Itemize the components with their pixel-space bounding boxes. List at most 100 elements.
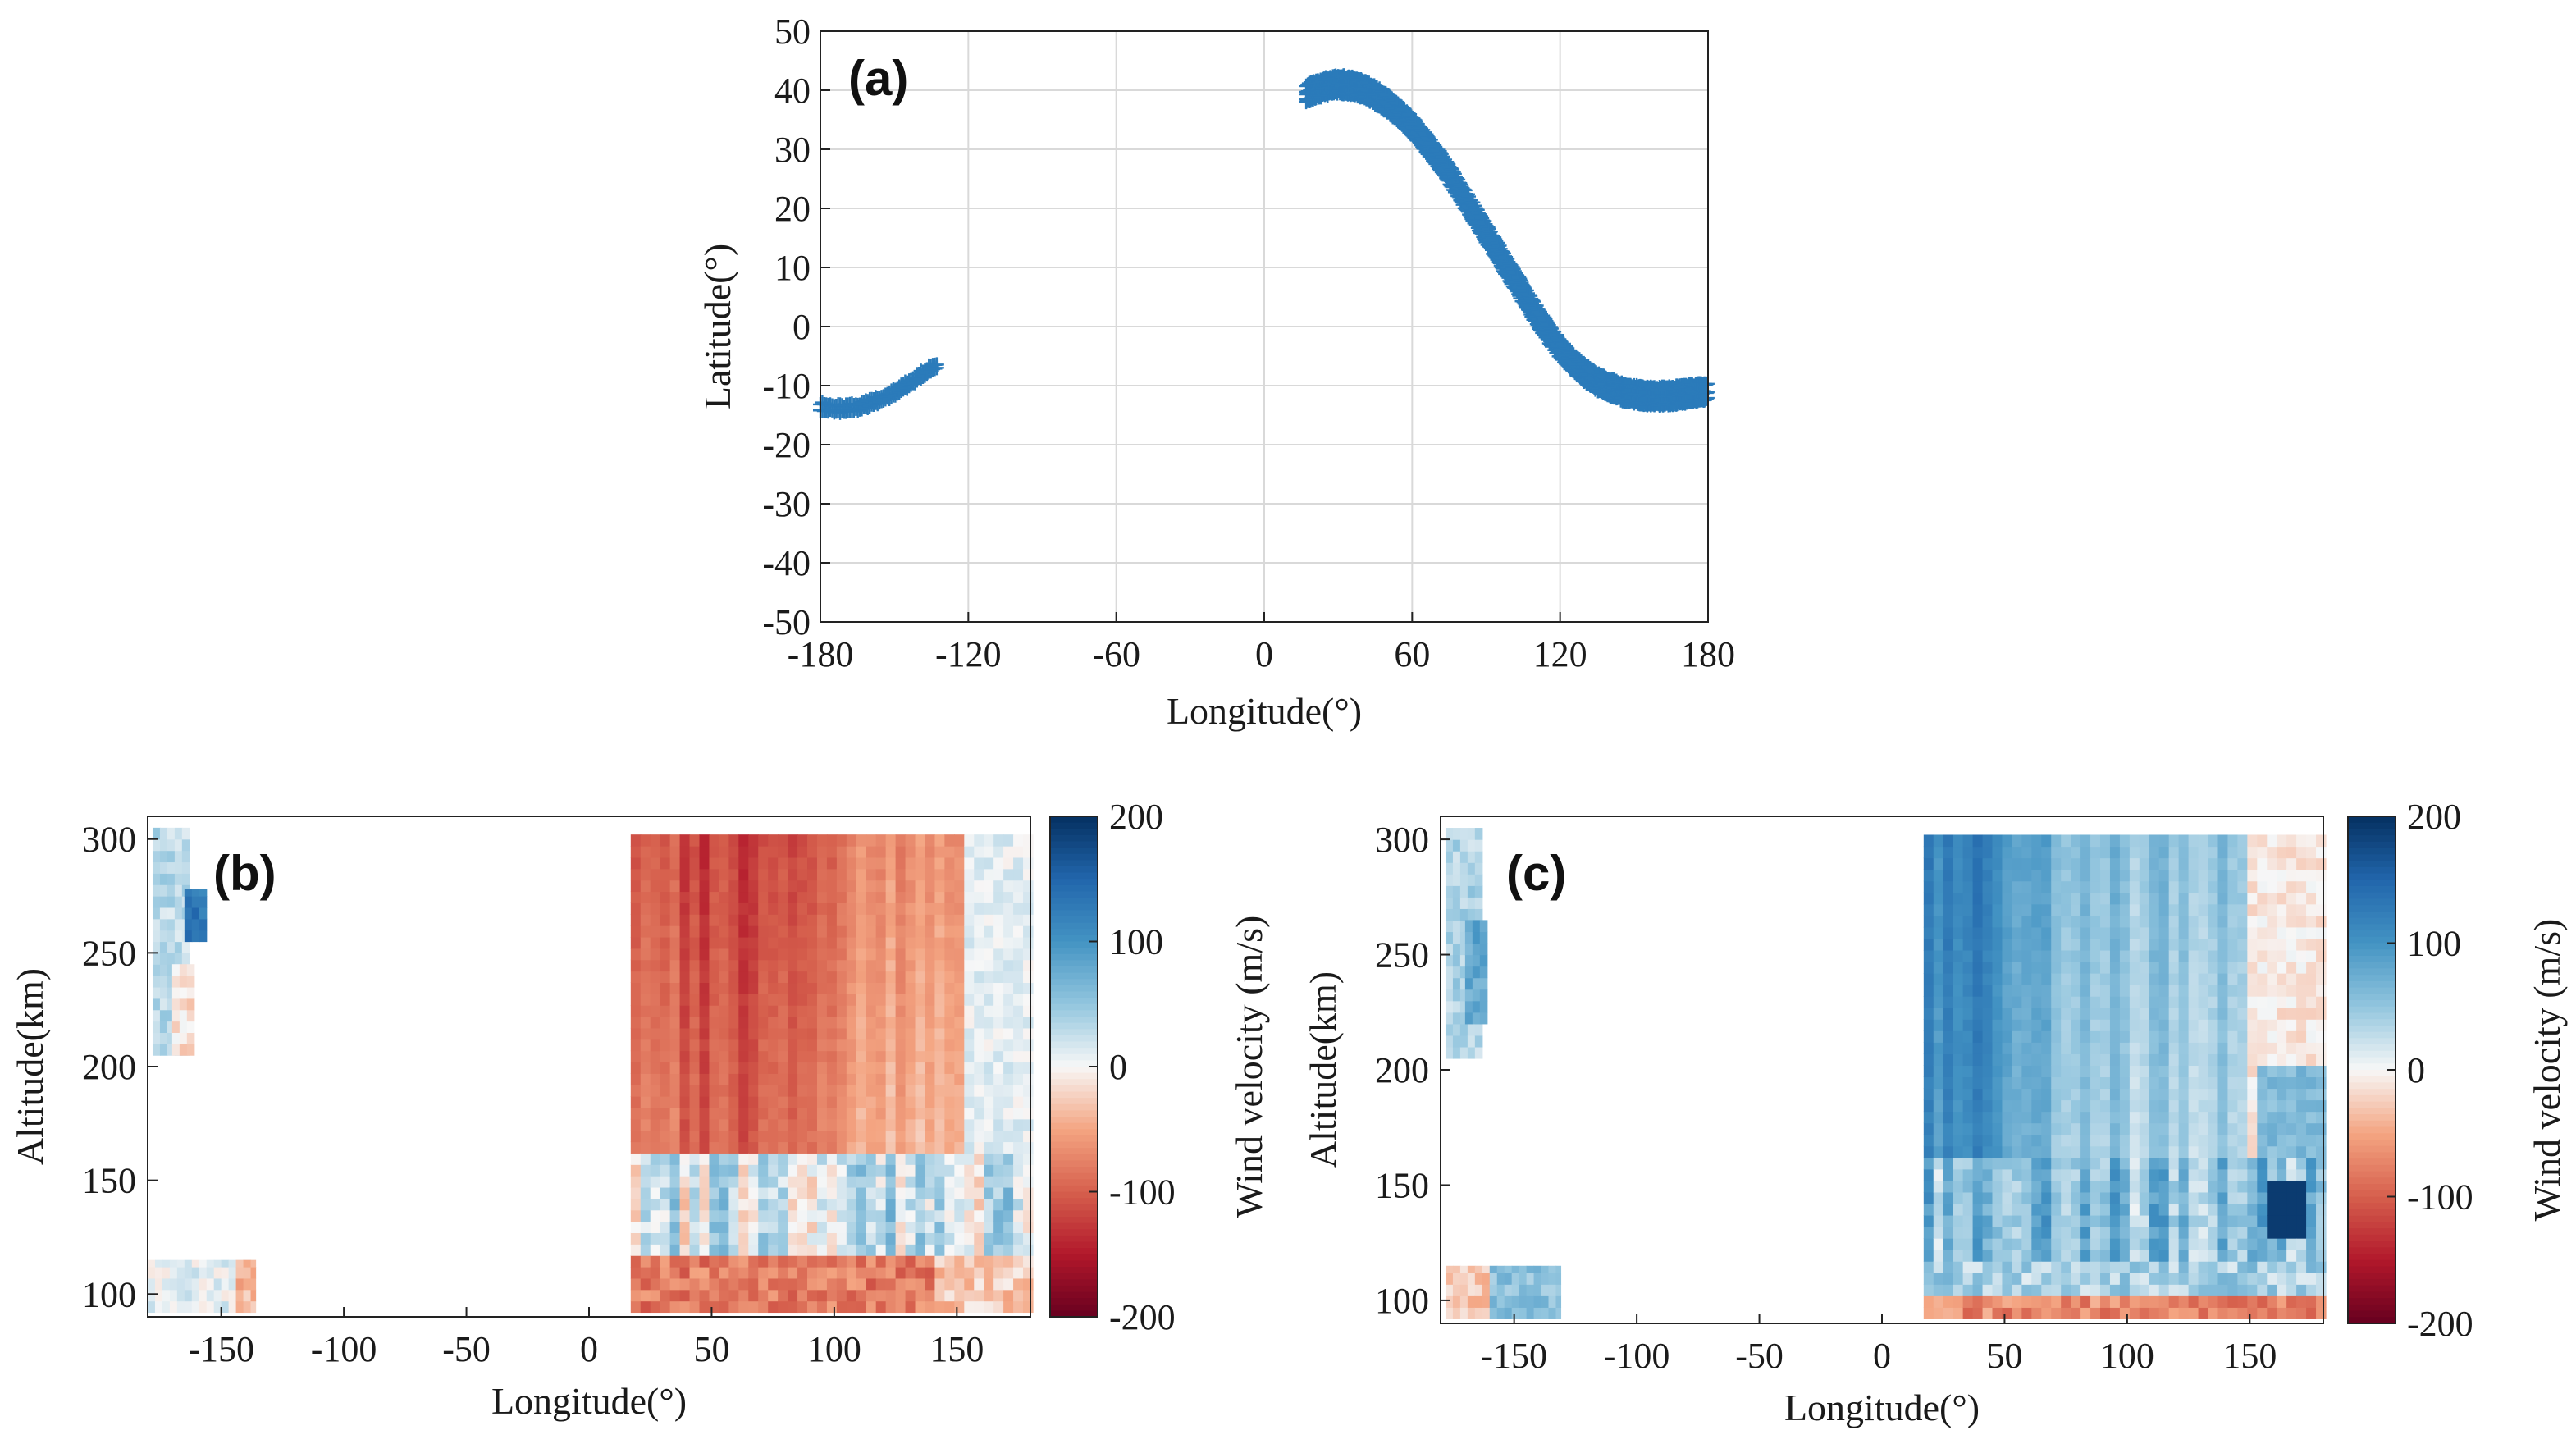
b-heatmap-cell xyxy=(174,873,183,885)
b-heatmap-cell xyxy=(895,1118,907,1131)
c-heatmap-cell xyxy=(2071,985,2081,997)
b-heatmap-cell xyxy=(758,994,769,1006)
b-colorbar-segment xyxy=(1050,960,1098,967)
b-heatmap-cell xyxy=(925,1050,936,1063)
b-heatmap-cell xyxy=(184,1277,193,1291)
b-colorbar-segment xyxy=(1050,1022,1098,1030)
b-heatmap-cell xyxy=(993,1005,1004,1017)
c-heatmap-cell xyxy=(1943,846,1954,859)
b-heatmap-cell xyxy=(250,1267,257,1279)
c-heatmap-cell xyxy=(2041,1111,2052,1124)
b-heatmap-cell xyxy=(807,1186,818,1199)
b-heatmap-cell xyxy=(758,1164,769,1177)
b-heatmap-cell xyxy=(816,1027,828,1040)
b-colorbar-segment xyxy=(1050,972,1098,980)
b-heatmap-cell xyxy=(679,834,691,847)
b-heatmap-cell xyxy=(984,1050,994,1063)
b-heatmap-cell xyxy=(1023,982,1034,994)
c-heatmap-cell xyxy=(2021,1273,2032,1285)
b-heatmap-cell xyxy=(974,1039,984,1052)
b-heatmap-cell xyxy=(709,971,720,984)
panel-b-heatmap-cells xyxy=(148,827,1034,1314)
c-heatmap-cell xyxy=(2012,1191,2022,1204)
b-heatmap-cell xyxy=(964,1232,975,1245)
c-heatmap-cell xyxy=(2168,973,2180,985)
b-heatmap-cell xyxy=(679,1039,691,1052)
b-heatmap-cell xyxy=(984,1176,994,1188)
b-heatmap-cell xyxy=(669,1164,681,1177)
b-heatmap-cell xyxy=(836,982,847,994)
b-heatmap-cell xyxy=(875,1164,887,1177)
c-heatmap-cell xyxy=(2071,903,2081,916)
c-heatmap-cell xyxy=(1923,949,1934,962)
c-heatmap-cell xyxy=(2149,1122,2160,1135)
c-heatmap-cell xyxy=(2129,973,2140,985)
c-heatmap-cell xyxy=(2100,996,2111,1008)
b-heatmap-cell xyxy=(728,1017,739,1029)
b-heatmap-cell xyxy=(1023,1141,1034,1154)
b-heatmap-cell xyxy=(974,1118,984,1131)
b-heatmap-cell xyxy=(925,1017,936,1029)
c-heatmap-cell xyxy=(1459,1284,1468,1296)
c-heatmap-cell xyxy=(2080,1203,2091,1216)
c-heatmap-cell xyxy=(1943,1042,1954,1054)
c-heatmap-cell xyxy=(1526,1284,1535,1296)
b-heatmap-cell xyxy=(159,838,168,852)
b-heatmap-cell xyxy=(856,1153,867,1165)
c-heatmap-cell xyxy=(1943,1238,1954,1250)
b-heatmap-cell xyxy=(699,1176,710,1188)
b-heatmap-cell xyxy=(669,1289,681,1302)
c-heatmap-cell xyxy=(2080,1030,2091,1043)
c-heatmap-cell xyxy=(1496,1284,1505,1296)
c-heatmap-cell xyxy=(2100,949,2111,962)
b-colorbar-segment xyxy=(1050,941,1098,948)
c-heatmap-cell xyxy=(2051,1191,2062,1204)
c-heatmap-cell xyxy=(1953,834,1964,848)
c-heatmap-cell xyxy=(2051,1145,2062,1158)
b-heatmap-cell xyxy=(964,1005,975,1017)
c-heatmap-cell xyxy=(1972,1284,1984,1296)
b-heatmap-cell xyxy=(905,1141,916,1154)
c-heatmap-cell xyxy=(2158,1111,2170,1124)
b-heatmap-cell xyxy=(915,1027,926,1040)
b-heatmap-cell xyxy=(660,880,671,893)
c-heatmap-cell xyxy=(2168,1076,2180,1090)
c-heatmap-cell xyxy=(2021,903,2032,916)
b-heatmap-cell xyxy=(964,857,975,870)
c-heatmap-cell xyxy=(1923,1214,1934,1227)
c-heatmap-cell xyxy=(2031,834,2042,848)
c-heatmap-cell xyxy=(2080,915,2091,928)
b-heatmap-cell xyxy=(199,889,208,897)
b-heatmap-cell xyxy=(650,994,661,1006)
b-heatmap-cell xyxy=(148,1259,156,1268)
b-heatmap-cell xyxy=(944,1300,955,1314)
c-heatmap-cell xyxy=(2168,1030,2180,1043)
b-heatmap-cell xyxy=(191,1277,200,1291)
b-heatmap-cell xyxy=(748,1107,759,1120)
b-heatmap-cell xyxy=(807,982,818,994)
c-heatmap-cell xyxy=(2178,1238,2190,1250)
c-heatmap-cell xyxy=(1933,1250,1944,1262)
b-heatmap-cell xyxy=(778,1027,788,1040)
c-heatmap-cell xyxy=(2149,1250,2160,1262)
c-heatmap-cell xyxy=(1972,1227,1984,1239)
b-heatmap-cell xyxy=(875,891,887,903)
c-heatmap-cell xyxy=(1452,1000,1461,1013)
b-heatmap-cell xyxy=(925,1118,936,1131)
c-heatmap-cell xyxy=(1923,1030,1934,1043)
b-heatmap-cell xyxy=(176,1300,185,1314)
c-heatmap-cell xyxy=(2139,1134,2150,1147)
b-heatmap-cell xyxy=(974,1232,984,1245)
c-heatmap-cell xyxy=(2002,1042,2013,1054)
c-heatmap-cell xyxy=(1962,985,1974,997)
c-heatmap-cell xyxy=(2129,834,2140,848)
c-heatmap-cell xyxy=(2178,949,2190,962)
b-heatmap-cell xyxy=(984,1062,994,1074)
b-heatmap-cell xyxy=(1013,1118,1024,1131)
b-heatmap-cell xyxy=(167,930,176,943)
b-heatmap-cell xyxy=(866,1244,877,1256)
b-heatmap-cell xyxy=(895,914,907,926)
b-heatmap-cell xyxy=(1023,1198,1034,1211)
c-heatmap-cell xyxy=(1953,1273,1964,1285)
b-heatmap-cell xyxy=(669,1073,681,1085)
